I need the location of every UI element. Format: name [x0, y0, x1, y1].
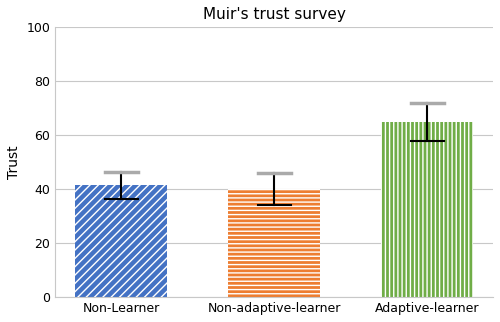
Bar	[75, 185, 167, 297]
Bar	[228, 189, 320, 297]
Bar	[382, 122, 473, 297]
Y-axis label: Trust: Trust	[7, 146, 21, 179]
Bar	[228, 189, 320, 297]
Bar	[382, 122, 473, 297]
Bar	[75, 185, 167, 297]
Title: Muir's trust survey: Muir's trust survey	[202, 7, 346, 22]
